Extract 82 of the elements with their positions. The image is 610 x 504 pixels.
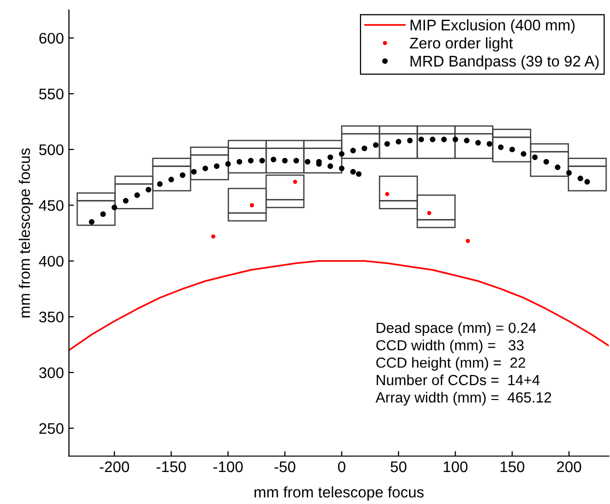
point: [418, 136, 424, 142]
x-tick-label: -50: [274, 461, 296, 472]
point: [384, 141, 390, 147]
point: [566, 170, 572, 176]
point: [236, 158, 242, 165]
point: [270, 156, 276, 162]
annotation: Number of CCDs = 14+4: [376, 374, 540, 386]
point: [338, 151, 344, 157]
point: [520, 151, 526, 157]
x-tick-label: -150: [156, 461, 186, 472]
point: [532, 154, 538, 160]
point: [350, 148, 356, 154]
point: [430, 136, 436, 142]
x-axis-title: mm from telescope focus: [254, 486, 424, 501]
point: [112, 204, 118, 210]
x-tick-label: 100: [444, 461, 468, 472]
point: [211, 234, 216, 239]
annotation: Array width (mm) = 465.12: [376, 392, 552, 406]
x-tick-label: -100: [213, 461, 243, 472]
point: [259, 158, 265, 164]
point: [362, 146, 368, 152]
legend-label: MIP Exclusion (400 mm): [410, 19, 575, 34]
point: [554, 164, 560, 170]
legend-label: MRD Bandpass (39 to 92 A): [410, 55, 599, 70]
point: [407, 138, 413, 144]
point: [498, 144, 504, 150]
point: [578, 176, 584, 182]
point: [350, 168, 356, 175]
point: [396, 138, 402, 144]
line-series: [68, 260, 609, 352]
point: [509, 146, 515, 152]
point: [385, 192, 390, 196]
point: [134, 192, 140, 198]
legend-label: Zero order light: [410, 37, 513, 52]
point: [146, 186, 152, 192]
point: [282, 158, 288, 164]
y-tick-label: 250: [39, 423, 64, 434]
point: [304, 158, 310, 165]
x-tick-label: 50: [390, 461, 406, 472]
y-tick-label: 400: [38, 256, 64, 267]
point: [452, 136, 458, 142]
point: [373, 142, 379, 148]
point: [168, 176, 174, 182]
point: [584, 179, 590, 185]
x-tick-label: 150: [500, 461, 524, 472]
y-tick-label: 300: [39, 367, 64, 378]
y-tick-label: 550: [39, 88, 64, 100]
y-tick-label: 350: [39, 312, 64, 322]
point: [202, 166, 208, 172]
point: [191, 168, 197, 175]
point: [248, 158, 254, 164]
annotation: CCD height (mm) = 22: [376, 357, 526, 371]
point: [157, 181, 163, 187]
point: [250, 203, 254, 208]
point: [100, 211, 106, 217]
point: [356, 171, 362, 177]
point: [543, 158, 550, 165]
y-tick-label: 500: [39, 144, 64, 156]
annotation: CCD width (mm) = 33: [376, 340, 524, 354]
y-tick-label: 600: [39, 32, 64, 44]
y-tick-label: 450: [38, 200, 64, 211]
point: [293, 180, 298, 184]
point: [88, 219, 94, 225]
point: [338, 166, 344, 172]
x-tick-label: 0: [338, 461, 346, 472]
point: [427, 210, 432, 216]
y-axis-title: mm from telescope focus: [18, 148, 34, 318]
point: [441, 136, 447, 142]
point: [328, 163, 334, 169]
point: [328, 154, 334, 160]
point: [214, 163, 220, 169]
point: [475, 140, 481, 146]
point: [486, 141, 492, 147]
point: [180, 172, 186, 178]
x-tick-label: 200: [557, 461, 582, 472]
x-tick-label: -200: [100, 461, 130, 472]
annotation: Dead space (mm) = 0.24: [376, 322, 536, 336]
point: [122, 198, 129, 204]
point: [293, 158, 300, 164]
point: [225, 161, 231, 167]
point: [464, 138, 470, 144]
point: [466, 238, 470, 243]
